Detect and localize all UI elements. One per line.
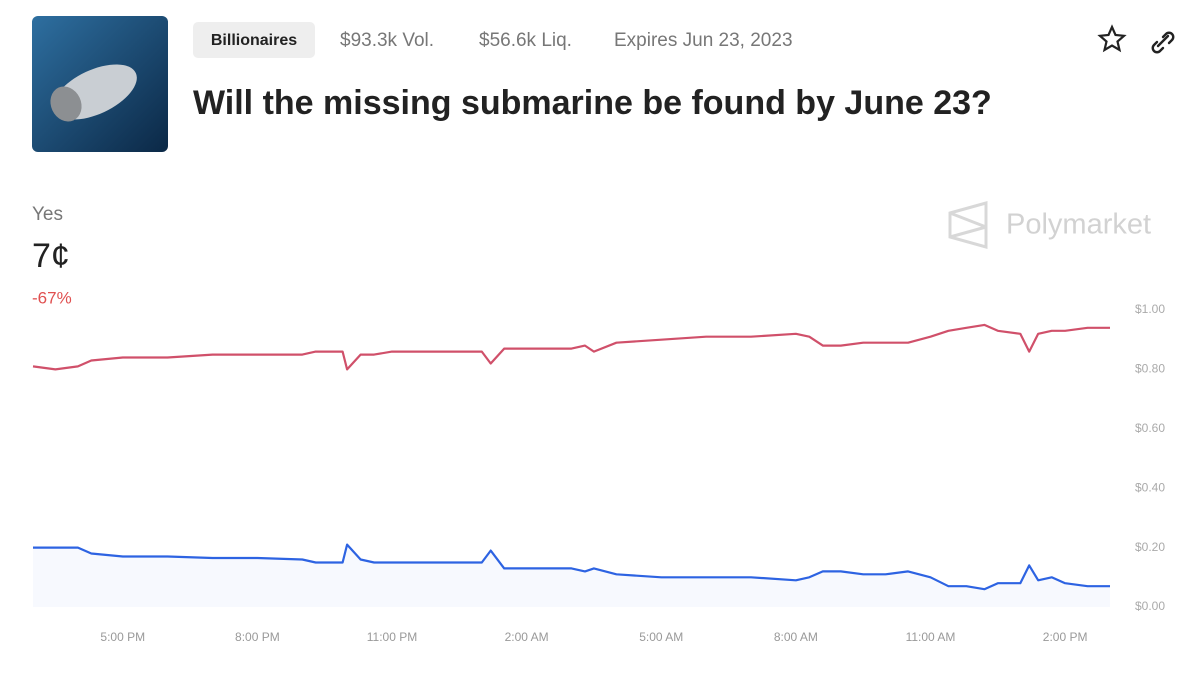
- x-tick-label: 5:00 AM: [639, 630, 683, 644]
- outcome: Yes: [32, 204, 63, 225]
- series-line: [33, 543, 1110, 591]
- y-tick-label: $0.00: [1135, 599, 1165, 613]
- volume: $93.3k Vol.: [340, 30, 434, 51]
- x-tick-label: 11:00 AM: [906, 630, 956, 644]
- x-tick-label: 2:00 PM: [1043, 630, 1088, 644]
- x-tick-label: 2:00 AM: [505, 630, 549, 644]
- x-tick-label: 8:00 PM: [235, 630, 280, 644]
- liquidity: $56.6k Liq.: [479, 30, 572, 51]
- thumbnail: [32, 16, 168, 152]
- series-line: [32, 323, 1110, 371]
- market-title: Will the missing submarine be found by J…: [193, 84, 992, 122]
- tag[interactable]: Billionaires: [211, 32, 297, 49]
- brand-logo: [948, 201, 988, 249]
- star-icon[interactable]: [1097, 24, 1127, 53]
- x-tick-label: 8:00 AM: [774, 630, 818, 644]
- y-tick-label: $0.20: [1135, 540, 1165, 554]
- tag-chip[interactable]: [193, 22, 315, 58]
- price-change: -67%: [32, 288, 72, 307]
- price: 7¢: [32, 237, 70, 275]
- y-tick-label: $1.00: [1135, 302, 1165, 316]
- expires: Expires Jun 23, 2023: [614, 30, 793, 51]
- x-tick-label: 11:00 PM: [367, 630, 417, 644]
- brand: Polymarket: [1006, 209, 1151, 241]
- x-tick-label: 5:00 PM: [100, 630, 145, 644]
- y-tick-label: $0.80: [1135, 362, 1165, 376]
- y-tick-label: $0.40: [1135, 480, 1165, 494]
- y-tick-label: $0.60: [1135, 421, 1165, 435]
- area: [33, 544, 1110, 607]
- link-icon[interactable]: [1151, 31, 1175, 54]
